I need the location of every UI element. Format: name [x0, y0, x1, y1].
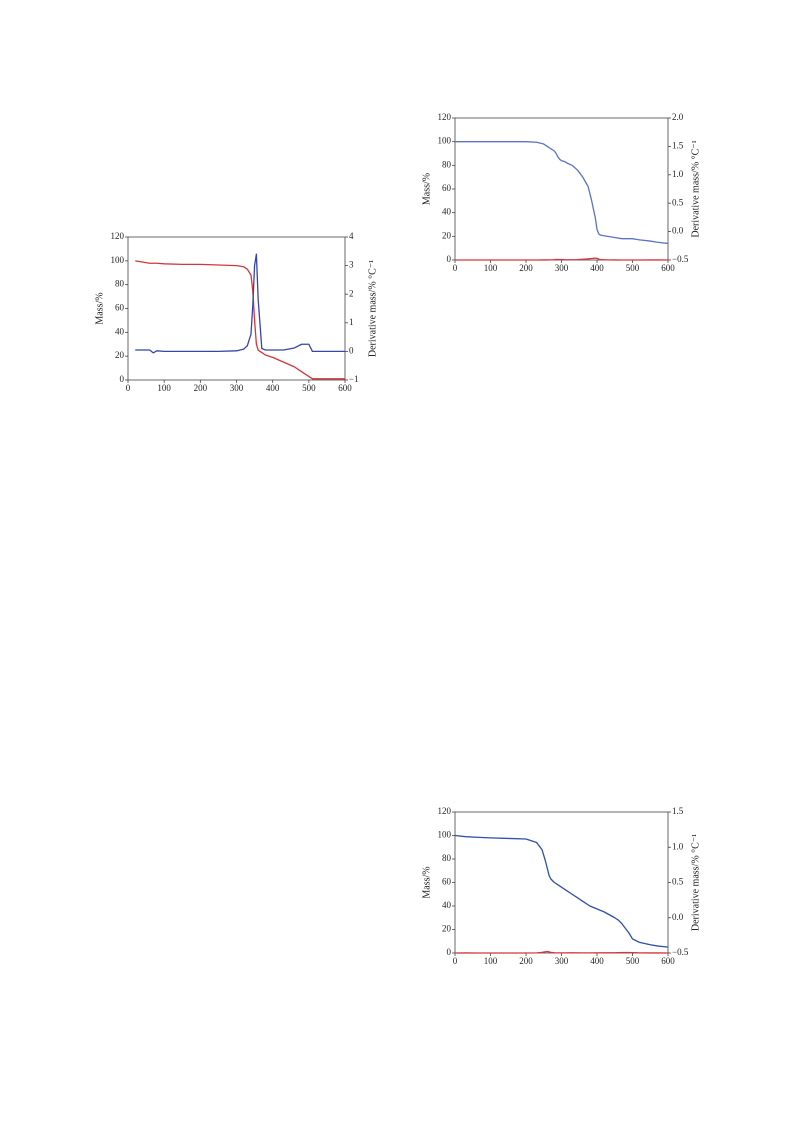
- x-tick-label: 500: [626, 263, 640, 273]
- y-tick-label: 20: [115, 350, 125, 360]
- x-tick-label: 0: [453, 956, 458, 966]
- y-tick-label: 80: [442, 853, 452, 863]
- y-tick-label: 40: [442, 207, 452, 217]
- y2-axis-title: Derivative mass/% °C⁻¹: [690, 140, 701, 237]
- plot-frame: [454, 811, 669, 954]
- x-tick-label: 400: [266, 383, 280, 393]
- plot-frame: [127, 236, 346, 381]
- y2-tick-label: 2.0: [672, 112, 684, 122]
- x-tick-label: 100: [484, 956, 498, 966]
- y-tick-label: 0: [120, 374, 125, 384]
- x-tick-label: 600: [338, 383, 352, 393]
- y2-tick-label: 1.0: [672, 841, 684, 851]
- y2-tick-label: 0.5: [672, 197, 684, 207]
- y-tick-label: 100: [111, 255, 125, 265]
- x-tick-label: 500: [302, 383, 316, 393]
- x-tick-label: 600: [661, 263, 675, 273]
- y-tick-label: 120: [438, 112, 452, 122]
- x-tick-label: 400: [590, 956, 604, 966]
- x-tick-label: 300: [230, 383, 244, 393]
- x-tick-label: 200: [519, 956, 533, 966]
- y-tick-label: 120: [111, 231, 125, 241]
- y-tick-label: 20: [442, 924, 452, 934]
- x-tick-label: 100: [157, 383, 171, 393]
- x-tick-label: 300: [555, 956, 569, 966]
- y2-axis-title: Derivative mass/% °C⁻¹: [690, 834, 701, 931]
- x-tick-label: 300: [555, 263, 569, 273]
- y-tick-label: 40: [442, 900, 452, 910]
- y-tick-label: 120: [438, 806, 452, 816]
- x-tick-label: 200: [519, 263, 533, 273]
- data-line: [135, 260, 345, 380]
- y2-tick-label: 1.5: [672, 806, 684, 816]
- y-axis-title: Mass/%: [421, 173, 432, 205]
- y2-tick-label: −0.5: [672, 254, 689, 264]
- y2-tick-label: 2: [349, 288, 354, 298]
- x-tick-label: 600: [661, 956, 675, 966]
- y-tick-label: 40: [115, 326, 125, 336]
- data-line: [455, 257, 669, 261]
- y2-tick-label: 1: [349, 317, 354, 327]
- y-tick-label: 100: [438, 136, 452, 146]
- y-axis-title: Mass/%: [421, 866, 432, 898]
- x-tick-label: 100: [484, 263, 498, 273]
- y-tick-label: 0: [447, 254, 452, 264]
- data-line: [454, 834, 669, 948]
- y-tick-label: 100: [438, 830, 452, 840]
- y-axis-title: Mass/%: [94, 292, 105, 324]
- data-line: [455, 141, 669, 245]
- y2-axis-title: Derivative mass/% °C⁻¹: [367, 260, 378, 357]
- y-tick-label: 60: [442, 877, 452, 887]
- data-line: [454, 950, 669, 954]
- y2-tick-label: 0.0: [672, 912, 684, 922]
- x-tick-label: 400: [590, 263, 604, 273]
- x-tick-label: 200: [194, 383, 208, 393]
- y2-tick-label: −1: [349, 374, 359, 384]
- data-line: [135, 253, 345, 354]
- y-tick-label: 60: [115, 303, 125, 313]
- y2-tick-label: 4: [349, 231, 354, 241]
- y2-tick-label: 0.5: [672, 877, 684, 887]
- y-tick-label: 60: [442, 183, 452, 193]
- y2-tick-label: 1.0: [672, 169, 684, 179]
- y2-tick-label: 1.5: [672, 140, 684, 150]
- y2-tick-label: 0: [349, 345, 354, 355]
- x-tick-label: 0: [453, 263, 458, 273]
- x-tick-label: 0: [126, 383, 131, 393]
- y-tick-label: 80: [442, 159, 452, 169]
- y-tick-label: 80: [115, 279, 125, 289]
- y-tick-label: 20: [442, 230, 452, 240]
- x-tick-label: 500: [626, 956, 640, 966]
- y2-tick-label: 0.0: [672, 226, 684, 236]
- y2-tick-label: −0.5: [672, 947, 689, 957]
- y2-tick-label: 3: [349, 260, 354, 270]
- y-tick-label: 0: [447, 947, 452, 957]
